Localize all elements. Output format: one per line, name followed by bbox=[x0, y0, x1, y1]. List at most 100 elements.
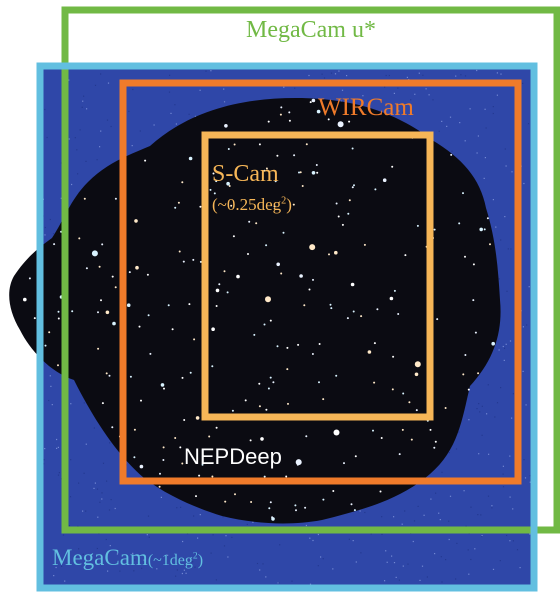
sky-noise-dot bbox=[99, 501, 101, 503]
sky-noise-dot bbox=[174, 104, 176, 106]
sky-noise-dot bbox=[101, 498, 103, 500]
star bbox=[374, 188, 377, 191]
sky-noise-dot bbox=[384, 580, 386, 582]
star bbox=[198, 474, 201, 477]
star bbox=[250, 501, 253, 503]
star bbox=[260, 437, 264, 441]
sky-noise-dot bbox=[487, 384, 489, 386]
sky-noise-dot bbox=[506, 290, 508, 292]
star bbox=[286, 368, 289, 371]
star bbox=[234, 493, 236, 496]
star bbox=[279, 113, 282, 116]
sky-noise-dot bbox=[413, 520, 416, 522]
megacam-u-footprint bbox=[61, 6, 560, 534]
star bbox=[379, 490, 382, 493]
star bbox=[233, 143, 236, 146]
sky-noise-dot bbox=[455, 578, 457, 580]
sky-noise-dot bbox=[529, 533, 531, 535]
scam-footprint bbox=[201, 131, 434, 421]
sky-noise-dot bbox=[309, 583, 312, 585]
star bbox=[33, 317, 36, 320]
sky-noise-dot bbox=[77, 173, 79, 175]
sky-noise-dot bbox=[503, 359, 505, 361]
sky-noise-dot bbox=[294, 87, 296, 89]
sky-noise-dot bbox=[262, 563, 264, 565]
sky-noise-dot bbox=[68, 525, 71, 527]
sky-noise-dot bbox=[477, 514, 479, 516]
sky-noise-dot bbox=[256, 562, 259, 565]
sky-noise-dot bbox=[85, 443, 87, 445]
sky-noise-dot bbox=[114, 507, 116, 510]
sky-noise-dot bbox=[364, 511, 366, 514]
sky-noise-dot bbox=[441, 120, 443, 122]
wircam-footprint bbox=[119, 79, 522, 485]
star bbox=[129, 375, 132, 378]
star bbox=[404, 254, 407, 257]
sky-noise-dot bbox=[448, 452, 450, 454]
sky-noise-dot bbox=[210, 552, 212, 554]
sky-noise-dot bbox=[215, 579, 217, 581]
star bbox=[211, 365, 214, 368]
star bbox=[126, 303, 131, 308]
star bbox=[181, 376, 184, 379]
sky-noise-dot bbox=[494, 416, 496, 418]
sky-noise-dot bbox=[132, 88, 134, 91]
star bbox=[292, 203, 295, 206]
sky-noise-dot bbox=[148, 536, 150, 538]
sky-noise-dot bbox=[96, 488, 99, 490]
sky-noise-dot bbox=[61, 565, 63, 567]
sky-noise-dot bbox=[526, 324, 528, 326]
star bbox=[159, 472, 161, 475]
star bbox=[213, 192, 216, 195]
sky-noise-dot bbox=[107, 570, 109, 572]
sky-noise-dot bbox=[484, 108, 486, 110]
sky-noise-dot bbox=[509, 340, 512, 342]
sky-noise-dot bbox=[509, 540, 511, 542]
sky-noise-dot bbox=[414, 93, 416, 95]
star bbox=[389, 296, 394, 301]
star bbox=[347, 212, 350, 215]
star bbox=[304, 506, 307, 509]
sky-noise-dot bbox=[445, 559, 447, 561]
sky-noise-dot bbox=[291, 580, 293, 582]
sky-noise-dot bbox=[476, 152, 478, 154]
star bbox=[53, 243, 56, 246]
sky-noise-dot bbox=[76, 149, 78, 151]
star bbox=[299, 274, 303, 278]
star bbox=[263, 323, 266, 326]
sky-noise-dot bbox=[102, 462, 105, 464]
star bbox=[312, 278, 314, 281]
star bbox=[212, 172, 215, 175]
star bbox=[351, 186, 354, 189]
sky-noise-dot bbox=[393, 516, 395, 518]
sky-noise-dot bbox=[455, 75, 457, 77]
sky-noise-dot bbox=[107, 82, 110, 84]
sky-noise-dot bbox=[511, 417, 513, 419]
sky-noise-dot bbox=[487, 495, 490, 497]
sky-noise-dot bbox=[425, 88, 427, 90]
sky-noise-dot bbox=[182, 540, 184, 543]
star bbox=[372, 429, 374, 432]
sky-noise-dot bbox=[522, 82, 524, 84]
star bbox=[286, 346, 289, 349]
megacam-label: MegaCam(~1deg2) bbox=[52, 545, 204, 570]
star bbox=[267, 387, 270, 390]
nepdeep-label: NEPDeep bbox=[184, 444, 282, 469]
star bbox=[337, 121, 344, 128]
sky-noise-dot bbox=[94, 84, 97, 86]
sky-noise-dot bbox=[46, 136, 48, 139]
star bbox=[255, 222, 258, 225]
sky-noise-dot bbox=[529, 475, 531, 477]
star bbox=[330, 307, 333, 310]
star bbox=[311, 171, 316, 175]
sky-noise-dot bbox=[96, 547, 98, 550]
sky-noise-dot bbox=[48, 399, 50, 402]
star bbox=[231, 409, 234, 412]
sky-noise-dot bbox=[423, 514, 425, 516]
sky-noise-dot bbox=[85, 510, 87, 512]
sky-noise-dot bbox=[332, 568, 334, 570]
star bbox=[352, 310, 355, 313]
star bbox=[477, 372, 480, 375]
sky-noise-dot bbox=[78, 482, 80, 484]
sky-noise-dot bbox=[384, 86, 386, 88]
